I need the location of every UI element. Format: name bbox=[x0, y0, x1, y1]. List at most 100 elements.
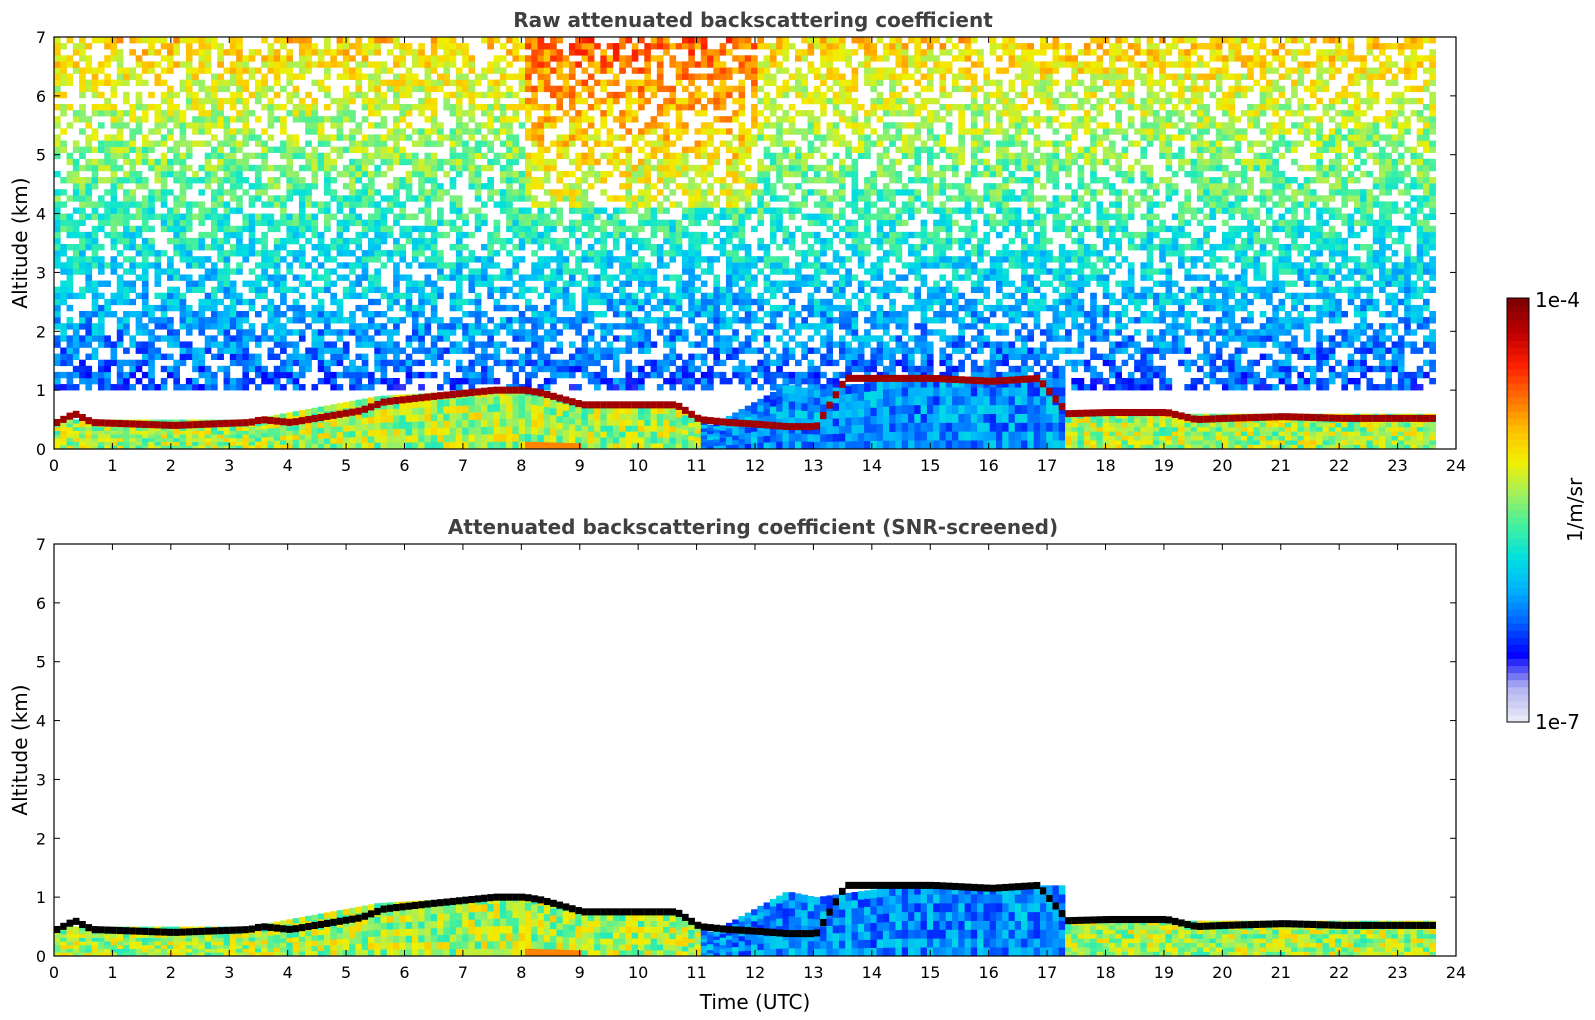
noise-cell bbox=[129, 116, 137, 123]
noise-cell bbox=[135, 97, 143, 105]
noise-cell bbox=[60, 79, 67, 87]
noise-cell bbox=[317, 262, 325, 269]
noise-cell bbox=[129, 201, 137, 208]
noise-cell bbox=[707, 140, 714, 147]
noise-cell bbox=[349, 116, 356, 123]
noise-cell bbox=[462, 323, 469, 330]
noise-cell bbox=[864, 365, 871, 373]
noise-cell bbox=[374, 122, 381, 129]
noise-cell bbox=[556, 329, 564, 336]
noise-cell bbox=[763, 244, 771, 251]
noise-cell bbox=[455, 43, 463, 50]
noise-cell bbox=[254, 183, 262, 190]
noise-cell bbox=[367, 134, 375, 141]
noise-cell bbox=[298, 335, 306, 342]
noise-cell bbox=[864, 207, 871, 214]
noise-cell bbox=[324, 213, 331, 220]
noise-cell bbox=[581, 268, 589, 275]
noise-cell bbox=[148, 213, 155, 220]
noise-cell bbox=[826, 347, 834, 354]
noise-cell bbox=[292, 237, 300, 245]
noise-cell bbox=[518, 274, 526, 281]
noise-cell bbox=[424, 329, 432, 336]
noise-cell bbox=[788, 268, 796, 275]
noise-cell bbox=[725, 225, 733, 233]
noise-cell bbox=[543, 146, 551, 153]
noise-cell bbox=[656, 146, 664, 153]
noise-cell bbox=[543, 384, 551, 391]
noise-cell bbox=[807, 359, 815, 367]
noise-cell bbox=[248, 268, 256, 275]
noise-cell bbox=[625, 377, 633, 385]
noise-cell bbox=[374, 268, 381, 275]
noise-cell bbox=[468, 177, 476, 184]
noise-cell bbox=[210, 268, 218, 275]
noise-cell bbox=[876, 140, 884, 147]
noise-cell bbox=[826, 317, 834, 324]
noise-cell bbox=[292, 73, 300, 80]
noise-cell bbox=[54, 262, 61, 269]
noise-cell bbox=[380, 286, 388, 294]
noise-cell bbox=[393, 329, 400, 336]
noise-cell bbox=[192, 286, 199, 294]
noise-cell bbox=[832, 317, 840, 324]
noise-cell bbox=[411, 304, 419, 312]
noise-cell bbox=[336, 250, 344, 257]
noise-cell bbox=[411, 335, 419, 342]
noise-cell bbox=[97, 164, 105, 172]
noise-cell bbox=[612, 274, 620, 281]
noise-cell bbox=[449, 128, 457, 135]
noise-cell bbox=[493, 231, 501, 239]
noise-cell bbox=[663, 298, 670, 306]
noise-cell bbox=[424, 262, 432, 269]
noise-cell bbox=[336, 116, 344, 123]
noise-cell bbox=[72, 231, 80, 239]
noise-cell bbox=[324, 377, 331, 385]
noise-cell bbox=[681, 85, 689, 93]
noise-cell bbox=[707, 55, 714, 62]
noise-cell bbox=[198, 237, 206, 245]
noise-cell bbox=[663, 292, 670, 300]
noise-cell bbox=[568, 292, 576, 300]
noise-cell bbox=[738, 97, 746, 105]
noise-cell bbox=[267, 298, 275, 306]
noise-cell bbox=[349, 371, 356, 379]
noise-cell bbox=[261, 152, 268, 160]
noise-cell bbox=[79, 377, 86, 385]
noise-cell bbox=[838, 43, 846, 50]
noise-cell bbox=[744, 365, 752, 373]
noise-cell bbox=[638, 128, 645, 135]
noise-cell bbox=[273, 91, 281, 99]
noise-cell bbox=[254, 237, 262, 245]
noise-cell bbox=[820, 207, 827, 214]
noise-cell bbox=[305, 213, 312, 220]
noise-cell bbox=[141, 347, 149, 354]
noise-cell bbox=[807, 335, 815, 342]
noise-cell bbox=[694, 152, 702, 160]
noise-cell bbox=[556, 274, 564, 281]
noise-cell bbox=[656, 170, 664, 178]
noise-cell bbox=[430, 67, 438, 74]
noise-cell bbox=[110, 341, 118, 348]
noise-cell bbox=[393, 298, 400, 306]
noise-cell bbox=[524, 377, 532, 385]
noise-cell bbox=[468, 110, 476, 117]
noise-cell bbox=[154, 292, 162, 300]
noise-cell bbox=[254, 91, 262, 99]
noise-cell bbox=[462, 128, 469, 135]
noise-cell bbox=[160, 183, 168, 190]
noise-cell bbox=[625, 110, 633, 117]
noise-cell bbox=[462, 158, 469, 166]
noise-cell bbox=[587, 73, 595, 80]
noise-cell bbox=[273, 73, 281, 80]
noise-cell bbox=[813, 164, 821, 172]
noise-cell bbox=[487, 329, 494, 336]
noise-cell bbox=[210, 371, 218, 379]
noise-cell bbox=[594, 140, 601, 147]
noise-cell bbox=[110, 244, 118, 251]
noise-cell bbox=[763, 116, 771, 123]
noise-cell bbox=[135, 329, 143, 336]
noise-cell bbox=[512, 140, 520, 147]
noise-cell bbox=[305, 195, 312, 202]
noise-cell bbox=[512, 73, 520, 80]
